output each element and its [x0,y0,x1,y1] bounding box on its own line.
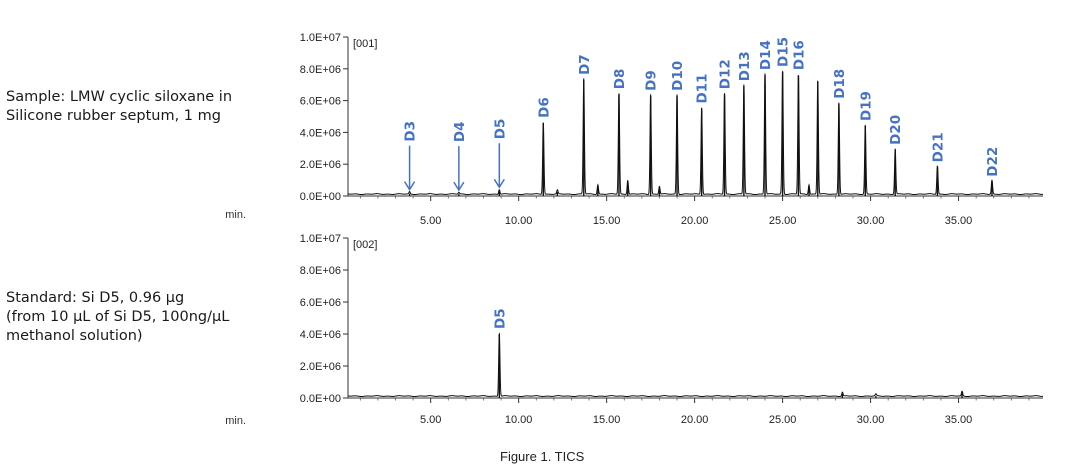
sample-label: Sample: LMW cyclic siloxane in Silicone … [6,88,232,126]
panel-1-y-tick-label: 6.0E+06 [300,96,341,108]
standard-label-line-2: (from 10 µL of Si D5, 100ng/µL [6,309,230,325]
panel-1-peak-label: D20 [888,115,904,145]
panel-1-peak-label: D10 [670,61,686,91]
panel-1-peak-label: D19 [858,91,874,121]
panel-1-peak-label: D21 [930,132,946,162]
panel-1-peak-label: D4 [452,121,468,142]
panel-1-signal-trace [347,70,1044,196]
panel-1-x-tick-label: 15.00 [593,215,621,227]
panel-2-x-tick-label: 10.00 [505,414,533,426]
panel-2-x-tick-label: 5.00 [420,414,441,426]
panel-2-x-tick-label: 15.00 [593,414,621,426]
panel-1-x-tick-label: 30.00 [857,215,885,227]
panel-1-peak-label: D22 [985,147,1001,177]
panel-2-peak-label: D5 [492,308,508,329]
panel-1-x-axis-label: min. [225,209,246,221]
panel-1-peak-arrowhead [403,181,416,192]
panel-1-y-tick-label: 8.0E+06 [300,64,341,76]
panel-1-peak-arrowhead [453,181,465,192]
panel-2-x-tick-label: 35.00 [945,414,973,426]
panel-1-peak-label: D7 [577,54,593,75]
sample-label-line-1: Sample: LMW cyclic siloxane in [6,89,233,105]
panel-1-peak-label: D15 [776,37,792,67]
panel-2-signal-trace [347,332,1044,398]
panel-1-y-tick-label: 0.0E+00 [300,191,341,203]
figure-caption: Figure 1. TICS [500,449,585,464]
panel-1-peak-label: D13 [737,51,753,81]
panel-1-y-tick-label: 2.0E+06 [300,159,341,171]
panel-2-x-tick-label: 25.00 [769,414,797,426]
panel-2-y-tick-label: 4.0E+06 [300,329,341,341]
standard-label-line-1: Standard: Si D5, 0.96 µg [6,290,185,306]
panel-1-peak-label: D11 [695,74,711,104]
panel-2-x-tick-label: 30.00 [857,414,885,426]
panel-1-peak-label: D5 [492,119,508,140]
panel-1-x-tick-label: 35.00 [945,215,973,227]
panel-1-y-tick-label: 4.0E+06 [300,127,341,139]
panel-1-peak-arrowhead [493,178,505,189]
panel-1-peak-label: D6 [536,97,552,118]
panel-1-x-tick-label: 5.00 [420,215,441,227]
panel-2-tag: [002] [353,239,377,251]
panel-2-y-tick-label: 6.0E+06 [300,297,341,309]
panel-2-y-tick-label: 8.0E+06 [300,265,341,277]
panel-1-x-tick-label: 10.00 [505,215,533,227]
panel-2-y-tick-label: 2.0E+06 [300,361,341,373]
panel-1-peak-label: D16 [791,40,807,70]
panel-1-peak-label: D12 [718,59,734,89]
panel-2-y-tick-label: 0.0E+00 [300,393,341,405]
panel-1-tag: [001] [353,38,377,50]
panel-2-x-tick-label: 20.00 [681,414,709,426]
sample-label-line-2: Silicone rubber septum, 1 mg [6,108,221,124]
panel-1-peak-label: D18 [832,69,848,99]
panel-1-x-tick-label: 25.00 [769,215,797,227]
panel-1-peak-label: D9 [644,70,660,91]
panel-2-y-tick-label: 1.0E+07 [300,233,341,245]
standard-label: Standard: Si D5, 0.96 µg (from 10 µL of … [6,289,229,346]
panel-1-peak-label: D8 [612,69,628,90]
panel-1-peak-label: D3 [403,121,419,142]
panel-1-x-tick-label: 20.00 [681,215,709,227]
panel-1-peak-label: D14 [758,40,774,70]
panel-2-x-axis-label: min. [225,415,246,427]
panel-1-y-tick-label: 1.0E+07 [300,32,341,44]
standard-label-line-3: methanol solution) [6,328,143,344]
